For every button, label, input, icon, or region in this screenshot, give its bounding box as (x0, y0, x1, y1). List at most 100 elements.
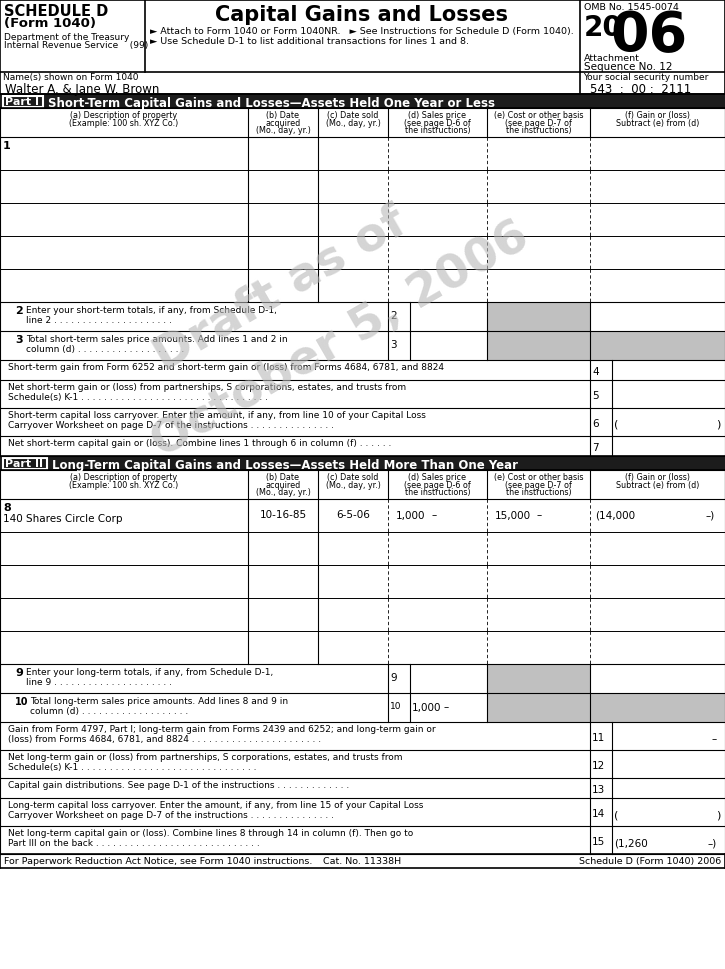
Text: 9: 9 (15, 668, 23, 678)
Text: Long-Term Capital Gains and Losses—Assets Held More Than One Year: Long-Term Capital Gains and Losses—Asset… (52, 458, 518, 472)
Text: Cat. No. 11338H: Cat. No. 11338H (323, 857, 402, 866)
Bar (487, 664, 590, 693)
Text: For Paperwork Reduction Act Notice, see Form 1040 instructions.: For Paperwork Reduction Act Notice, see … (4, 857, 312, 866)
Text: Capital gain distributions. See page D-1 of the instructions . . . . . . . . . .: Capital gain distributions. See page D-1… (8, 781, 349, 790)
Text: (Mo., day, yr.): (Mo., day, yr.) (326, 481, 381, 489)
Bar (487, 302, 590, 331)
Text: Subtract (e) from (d): Subtract (e) from (d) (616, 118, 699, 128)
Text: 15,000: 15,000 (495, 511, 531, 520)
Text: (see page D-7 of: (see page D-7 of (505, 481, 572, 489)
Text: 3: 3 (390, 340, 397, 350)
Bar (487, 331, 590, 360)
Text: 9: 9 (390, 673, 397, 683)
Text: 10: 10 (390, 702, 402, 711)
Text: 06: 06 (610, 9, 687, 63)
Text: SCHEDULE D: SCHEDULE D (4, 4, 108, 19)
Text: Net long-term capital gain or (loss). Combine lines 8 through 14 in column (f). : Net long-term capital gain or (loss). Co… (8, 829, 413, 849)
Text: the instructions): the instructions) (405, 126, 471, 135)
Text: Short-term capital loss carryover. Enter the amount, if any, from line 10 of you: Short-term capital loss carryover. Enter… (8, 411, 426, 430)
Text: (Form 1040): (Form 1040) (4, 17, 96, 30)
Text: (c) Date sold: (c) Date sold (327, 473, 378, 482)
Text: –: – (537, 511, 542, 520)
Text: OMB No. 1545-0074: OMB No. 1545-0074 (584, 3, 679, 12)
Bar (3, 457, 47, 468)
Text: Part I: Part I (5, 97, 39, 107)
Bar (0, 94, 725, 108)
Text: Short-Term Capital Gains and Losses—Assets Held One Year or Less: Short-Term Capital Gains and Losses—Asse… (48, 97, 495, 109)
Text: –: – (712, 734, 717, 744)
Text: 2: 2 (15, 306, 22, 316)
Text: 10: 10 (15, 697, 28, 707)
Text: Gain from Form 4797, Part I; long-term gain from Forms 2439 and 6252; and long-t: Gain from Form 4797, Part I; long-term g… (8, 725, 436, 744)
Text: –): –) (705, 511, 715, 520)
Text: the instructions): the instructions) (405, 488, 471, 497)
Text: 20: 20 (584, 14, 623, 42)
Text: Short-term gain from Form 6252 and short-term gain or (loss) from Forms 4684, 67: Short-term gain from Form 6252 and short… (8, 363, 444, 372)
Bar (3, 96, 43, 107)
Text: (d) Sales price: (d) Sales price (408, 473, 466, 482)
Text: ► Use Schedule D-1 to list additional transactions for lines 1 and 8.: ► Use Schedule D-1 to list additional tr… (150, 37, 469, 46)
Text: (: ( (614, 810, 618, 820)
Bar (0, 456, 725, 470)
Text: 13: 13 (592, 785, 605, 795)
Text: acquired: acquired (265, 118, 301, 128)
Text: (Example: 100 sh. XYZ Co.): (Example: 100 sh. XYZ Co.) (70, 481, 178, 489)
Text: (Mo., day, yr.): (Mo., day, yr.) (255, 126, 310, 135)
Text: Long-term capital loss carryover. Enter the amount, if any, from line 15 of your: Long-term capital loss carryover. Enter … (8, 801, 423, 821)
Text: Walter A. & Jane W. Brown: Walter A. & Jane W. Brown (5, 83, 159, 96)
Text: 8: 8 (3, 503, 11, 513)
Text: (see page D-6 of: (see page D-6 of (404, 118, 471, 128)
Text: 7: 7 (592, 443, 599, 453)
Text: ► Attach to Form 1040 or Form 1040NR.   ► See Instructions for Schedule D (Form : ► Attach to Form 1040 or Form 1040NR. ► … (150, 27, 573, 36)
Text: ): ) (716, 419, 720, 429)
Text: (Mo., day, yr.): (Mo., day, yr.) (326, 118, 381, 128)
Text: Capital Gains and Losses: Capital Gains and Losses (215, 5, 508, 25)
Text: 3: 3 (15, 335, 22, 345)
Text: Part II: Part II (5, 458, 43, 468)
Text: Name(s) shown on Form 1040: Name(s) shown on Form 1040 (3, 73, 138, 82)
Text: (Example: 100 sh. XYZ Co.): (Example: 100 sh. XYZ Co.) (70, 118, 178, 128)
Text: Enter your long-term totals, if any, from Schedule D-1,
line 9 . . . . . . . . .: Enter your long-term totals, if any, fro… (26, 668, 273, 687)
Text: –: – (444, 703, 450, 712)
Bar (590, 693, 725, 722)
Text: 11: 11 (592, 733, 605, 743)
Text: (b) Date: (b) Date (267, 473, 299, 482)
Text: the instructions): the instructions) (505, 488, 571, 497)
Text: (Mo., day, yr.): (Mo., day, yr.) (255, 488, 310, 497)
Text: 6-5-06: 6-5-06 (336, 511, 370, 520)
Text: Net short-term capital gain or (loss). Combine lines 1 through 6 in column (f) .: Net short-term capital gain or (loss). C… (8, 439, 392, 448)
Text: 543  :  00 :  2111: 543 : 00 : 2111 (590, 83, 691, 96)
Text: 1,000: 1,000 (396, 511, 426, 520)
Text: the instructions): the instructions) (505, 126, 571, 135)
Text: (: ( (614, 419, 618, 429)
Text: Net long-term gain or (loss) from partnerships, S corporations, estates, and tru: Net long-term gain or (loss) from partne… (8, 753, 402, 772)
Text: 4: 4 (592, 367, 599, 377)
Text: (see page D-7 of: (see page D-7 of (505, 118, 572, 128)
Text: Schedule D (Form 1040) 2006: Schedule D (Form 1040) 2006 (579, 857, 721, 866)
Text: (1,260: (1,260 (614, 838, 647, 848)
Text: (f) Gain or (loss): (f) Gain or (loss) (625, 473, 690, 482)
Text: (see page D-6 of: (see page D-6 of (404, 481, 471, 489)
Text: Total long-term sales price amounts. Add lines 8 and 9 in
column (d) . . . . . .: Total long-term sales price amounts. Add… (30, 697, 288, 716)
Text: 1: 1 (3, 141, 11, 151)
Text: Enter your short-term totals, if any, from Schedule D-1,
line 2 . . . . . . . . : Enter your short-term totals, if any, fr… (26, 306, 277, 326)
Bar (590, 331, 725, 360)
Text: Net short-term gain or (loss) from partnerships, S corporations, estates, and tr: Net short-term gain or (loss) from partn… (8, 383, 406, 402)
Text: (e) Cost or other basis: (e) Cost or other basis (494, 473, 583, 482)
Text: Draft as of: Draft as of (146, 200, 414, 381)
Text: (a) Description of property: (a) Description of property (70, 473, 178, 482)
Bar (487, 693, 590, 722)
Text: (e) Cost or other basis: (e) Cost or other basis (494, 111, 583, 120)
Text: Your social security number: Your social security number (583, 73, 708, 82)
Text: 2: 2 (390, 311, 397, 321)
Text: 140 Shares Circle Corp: 140 Shares Circle Corp (3, 514, 123, 524)
Text: 14: 14 (592, 809, 605, 819)
Text: 6: 6 (592, 419, 599, 429)
Text: Subtract (e) from (d): Subtract (e) from (d) (616, 481, 699, 489)
Text: 15: 15 (592, 837, 605, 847)
Text: (b) Date: (b) Date (267, 111, 299, 120)
Text: (f) Gain or (loss): (f) Gain or (loss) (625, 111, 690, 120)
Text: 1,000: 1,000 (412, 703, 442, 712)
Text: 12: 12 (592, 761, 605, 771)
Text: Attachment: Attachment (584, 54, 640, 63)
